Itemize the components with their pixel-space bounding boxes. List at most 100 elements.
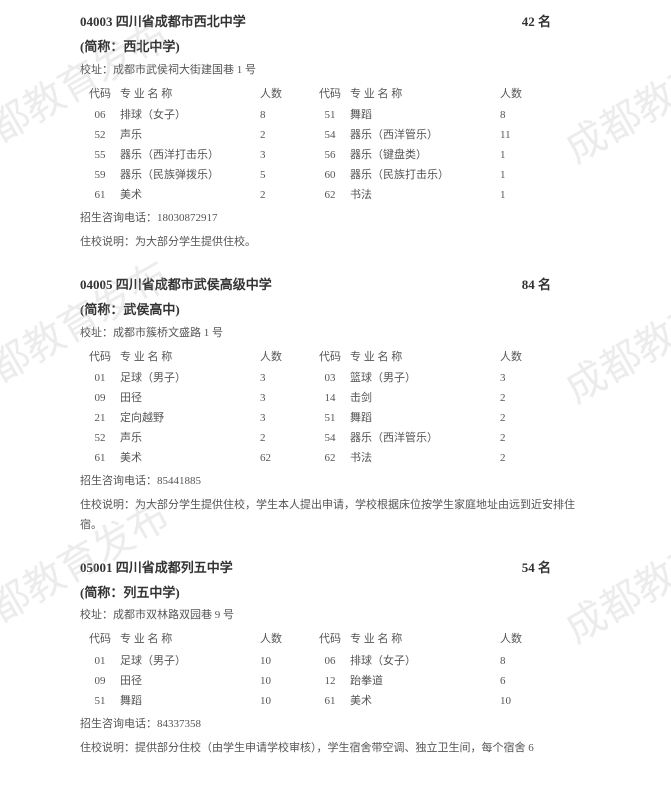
major-code: 51 (310, 106, 350, 126)
major-count: 2 (260, 126, 310, 146)
school-housing: 住校说明：为大部分学生提供住校。 (80, 233, 591, 253)
major-count: 2 (260, 186, 310, 206)
major-count: 3 (260, 369, 310, 389)
table-header-cell: 代码 (80, 630, 120, 650)
major-count: 62 (260, 449, 310, 469)
school-short-name: (简称：武侯高中) (80, 298, 591, 321)
major-code: 52 (80, 126, 120, 146)
school-header: 04005 四川省成都市武侯高级中学 84 名 (80, 273, 591, 296)
major-code: 61 (80, 186, 120, 206)
major-count: 8 (500, 652, 550, 672)
major-name: 器乐（民族弹拨乐） (120, 166, 260, 186)
major-count: 5 (260, 166, 310, 186)
major-name: 声乐 (120, 429, 260, 449)
school-address: 校址：成都市双林路双园巷 9 号 (80, 606, 591, 626)
table-header-cell: 代码 (310, 348, 350, 368)
table-row: 61美术262书法1 (80, 186, 591, 206)
major-name: 定向越野 (120, 409, 260, 429)
major-count: 1 (500, 146, 550, 166)
major-code: 62 (310, 449, 350, 469)
major-code: 61 (80, 449, 120, 469)
table-row: 01足球（男子）303篮球（男子）3 (80, 369, 591, 389)
school-title: 04005 四川省成都市武侯高级中学 (80, 273, 272, 296)
major-name: 跆拳道 (350, 672, 500, 692)
major-name: 击剑 (350, 389, 500, 409)
major-code: 56 (310, 146, 350, 166)
school-title: 05001 四川省成都列五中学 (80, 556, 233, 579)
table-row: 61美术6262书法2 (80, 449, 591, 469)
school-block: 04005 四川省成都市武侯高级中学 84 名(简称：武侯高中) 校址：成都市簇桥文… (80, 273, 591, 536)
major-count: 3 (500, 369, 550, 389)
major-name: 器乐（西洋管乐） (350, 126, 500, 146)
major-name: 排球（女子） (120, 106, 260, 126)
major-code: 09 (80, 389, 120, 409)
major-name: 足球（男子） (120, 369, 260, 389)
table-header-cell: 专 业 名 称 (120, 348, 260, 368)
table-row: 01足球（男子）1006排球（女子）8 (80, 652, 591, 672)
major-name: 器乐（民族打击乐） (350, 166, 500, 186)
major-count: 2 (500, 389, 550, 409)
major-count: 3 (260, 146, 310, 166)
major-name: 舞蹈 (350, 106, 500, 126)
school-count: 84 名 (522, 273, 591, 296)
major-code: 61 (310, 692, 350, 712)
major-code: 60 (310, 166, 350, 186)
major-count: 3 (260, 389, 310, 409)
major-code: 55 (80, 146, 120, 166)
major-name: 田径 (120, 672, 260, 692)
school-phone: 招生咨询电话：85441885 (80, 472, 591, 492)
major-count: 2 (500, 409, 550, 429)
major-code: 51 (80, 692, 120, 712)
table-row: 09田径314击剑2 (80, 389, 591, 409)
major-code: 09 (80, 672, 120, 692)
school-block: 04003 四川省成都市西北中学42 名(简称：西北中学)校址：成都市武侯祠大街… (80, 10, 591, 253)
major-count: 2 (500, 429, 550, 449)
table-header-cell: 代码 (310, 85, 350, 105)
school-address: 校址：成都市簇桥文盛路 1 号 (80, 324, 591, 344)
major-count: 8 (260, 106, 310, 126)
table-header-cell: 专 业 名 称 (350, 630, 500, 650)
table-row: 21定向越野351舞蹈2 (80, 409, 591, 429)
table-header-cell: 专 业 名 称 (120, 85, 260, 105)
table-row: 06排球（女子）851舞蹈8 (80, 106, 591, 126)
major-count: 10 (260, 672, 310, 692)
major-code: 01 (80, 652, 120, 672)
major-count: 11 (500, 126, 550, 146)
major-count: 6 (500, 672, 550, 692)
major-code: 54 (310, 429, 350, 449)
table-header-cell: 人数 (260, 348, 310, 368)
major-code: 14 (310, 389, 350, 409)
table-header-row: 代码专 业 名 称人数代码专 业 名 称人数 (80, 85, 591, 105)
major-name: 舞蹈 (120, 692, 260, 712)
major-name: 声乐 (120, 126, 260, 146)
major-code: 52 (80, 429, 120, 449)
major-code: 06 (80, 106, 120, 126)
major-count: 2 (500, 449, 550, 469)
major-name: 书法 (350, 449, 500, 469)
major-code: 54 (310, 126, 350, 146)
school-phone: 招生咨询电话：18030872917 (80, 209, 591, 229)
table-header-cell: 人数 (260, 630, 310, 650)
table-row: 51舞蹈1061美术10 (80, 692, 591, 712)
table-row: 52声乐254器乐（西洋管乐）2 (80, 429, 591, 449)
major-count: 1 (500, 166, 550, 186)
major-count: 10 (260, 692, 310, 712)
major-code: 06 (310, 652, 350, 672)
table-header-cell: 人数 (500, 348, 550, 368)
school-address: 校址：成都市武侯祠大街建国巷 1 号 (80, 61, 591, 81)
major-name: 足球（男子） (120, 652, 260, 672)
major-code: 62 (310, 186, 350, 206)
major-name: 书法 (350, 186, 500, 206)
school-count: 54 名 (522, 556, 591, 579)
table-header-cell: 人数 (500, 630, 550, 650)
major-code: 21 (80, 409, 120, 429)
major-count: 3 (260, 409, 310, 429)
school-short-name: (简称：列五中学) (80, 581, 591, 604)
school-title: 04003 四川省成都市西北中学 (80, 10, 246, 33)
table-header-cell: 代码 (80, 85, 120, 105)
major-code: 51 (310, 409, 350, 429)
table-header-cell: 代码 (310, 630, 350, 650)
major-count: 1 (500, 186, 550, 206)
table-header-cell: 人数 (260, 85, 310, 105)
major-count: 10 (500, 692, 550, 712)
